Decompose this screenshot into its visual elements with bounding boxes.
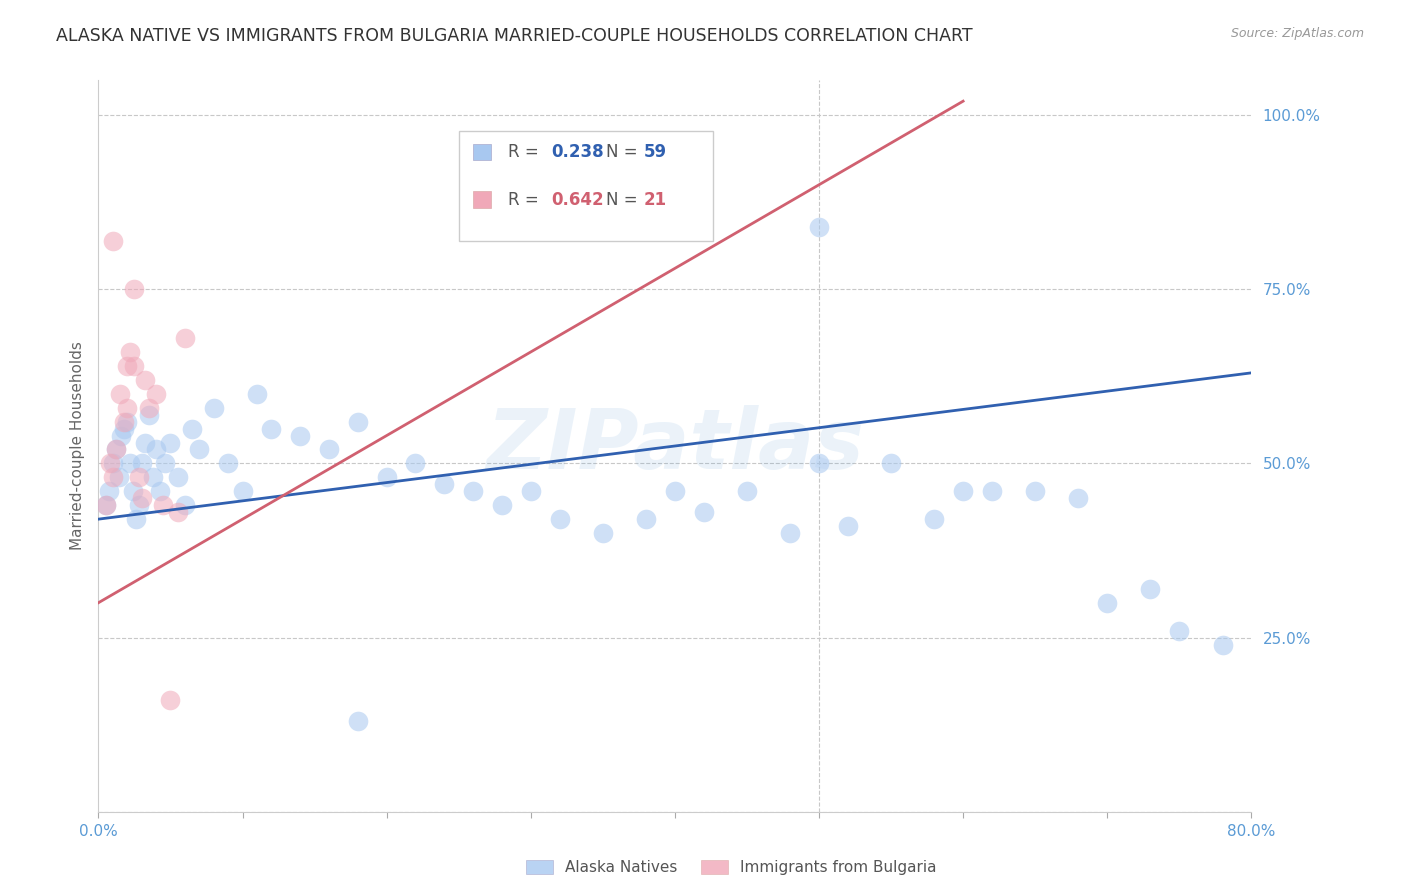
Point xyxy=(1212,638,1234,652)
Point xyxy=(128,470,150,484)
Point xyxy=(97,484,120,499)
Point xyxy=(117,359,139,373)
Point xyxy=(779,526,801,541)
Text: 59: 59 xyxy=(644,143,666,161)
Point xyxy=(1024,484,1046,499)
Point xyxy=(174,498,197,512)
Text: N =: N = xyxy=(606,191,643,209)
Text: ZIPatlas: ZIPatlas xyxy=(486,406,863,486)
Point xyxy=(94,498,117,512)
Point xyxy=(318,442,340,457)
Point xyxy=(346,415,368,429)
Point xyxy=(375,470,398,484)
Point xyxy=(124,282,146,296)
Point xyxy=(664,484,686,499)
Point xyxy=(101,470,124,484)
Point xyxy=(636,512,658,526)
Point xyxy=(217,457,239,471)
Point xyxy=(94,498,117,512)
Point xyxy=(110,428,132,442)
Point xyxy=(142,470,165,484)
Point xyxy=(548,512,571,526)
Point xyxy=(735,484,758,499)
Point xyxy=(138,408,160,422)
Point xyxy=(405,457,427,471)
Point xyxy=(520,484,543,499)
Point xyxy=(134,373,156,387)
Text: 0.642: 0.642 xyxy=(551,191,605,209)
Text: R =: R = xyxy=(508,143,544,161)
Text: ALASKA NATIVE VS IMMIGRANTS FROM BULGARIA MARRIED-COUPLE HOUSEHOLDS CORRELATION : ALASKA NATIVE VS IMMIGRANTS FROM BULGARI… xyxy=(56,27,973,45)
Point xyxy=(108,386,131,401)
Point xyxy=(290,428,312,442)
Point xyxy=(107,470,129,484)
Point xyxy=(117,401,139,415)
Point xyxy=(592,526,614,541)
Point xyxy=(101,457,124,471)
Point xyxy=(128,498,150,512)
Point xyxy=(924,512,946,526)
Point xyxy=(120,457,142,471)
Point xyxy=(134,435,156,450)
Point xyxy=(104,442,127,457)
Text: R =: R = xyxy=(508,191,544,209)
Point xyxy=(1168,624,1191,638)
Point xyxy=(125,512,148,526)
Point xyxy=(131,491,153,506)
Point xyxy=(153,457,176,471)
Point xyxy=(260,421,283,435)
Text: N =: N = xyxy=(606,143,643,161)
Point xyxy=(149,484,172,499)
Point xyxy=(246,386,269,401)
Point xyxy=(122,484,145,499)
Legend: Alaska Natives, Immigrants from Bulgaria: Alaska Natives, Immigrants from Bulgaria xyxy=(520,855,942,880)
Point xyxy=(131,457,153,471)
Point xyxy=(124,359,146,373)
Point xyxy=(117,415,139,429)
Point xyxy=(112,415,135,429)
Point xyxy=(166,470,188,484)
Point xyxy=(693,505,716,519)
Point xyxy=(166,505,188,519)
FancyBboxPatch shape xyxy=(472,144,491,160)
Text: Source: ZipAtlas.com: Source: ZipAtlas.com xyxy=(1230,27,1364,40)
FancyBboxPatch shape xyxy=(460,131,713,241)
Point xyxy=(174,331,197,345)
Point xyxy=(837,519,859,533)
Point xyxy=(491,498,513,512)
Point xyxy=(138,401,160,415)
Point xyxy=(952,484,974,499)
Point xyxy=(188,442,211,457)
Point xyxy=(159,435,181,450)
Point xyxy=(181,421,204,435)
Point xyxy=(112,421,135,435)
Text: 21: 21 xyxy=(644,191,666,209)
Point xyxy=(808,219,831,234)
Point xyxy=(145,386,167,401)
Point xyxy=(152,498,174,512)
Point xyxy=(433,477,456,491)
Point xyxy=(202,401,225,415)
Point xyxy=(104,442,127,457)
Point xyxy=(808,457,831,471)
Point xyxy=(1067,491,1090,506)
Point xyxy=(461,484,484,499)
Point xyxy=(98,457,121,471)
Point xyxy=(145,442,167,457)
Point xyxy=(101,234,124,248)
Y-axis label: Married-couple Households: Married-couple Households xyxy=(69,342,84,550)
FancyBboxPatch shape xyxy=(472,192,491,208)
Point xyxy=(981,484,1004,499)
Text: 0.238: 0.238 xyxy=(551,143,605,161)
Point xyxy=(231,484,254,499)
Point xyxy=(1097,596,1119,610)
Point xyxy=(120,345,142,359)
Point xyxy=(346,714,368,728)
Point xyxy=(1139,582,1161,596)
Point xyxy=(159,693,181,707)
Point xyxy=(880,457,903,471)
